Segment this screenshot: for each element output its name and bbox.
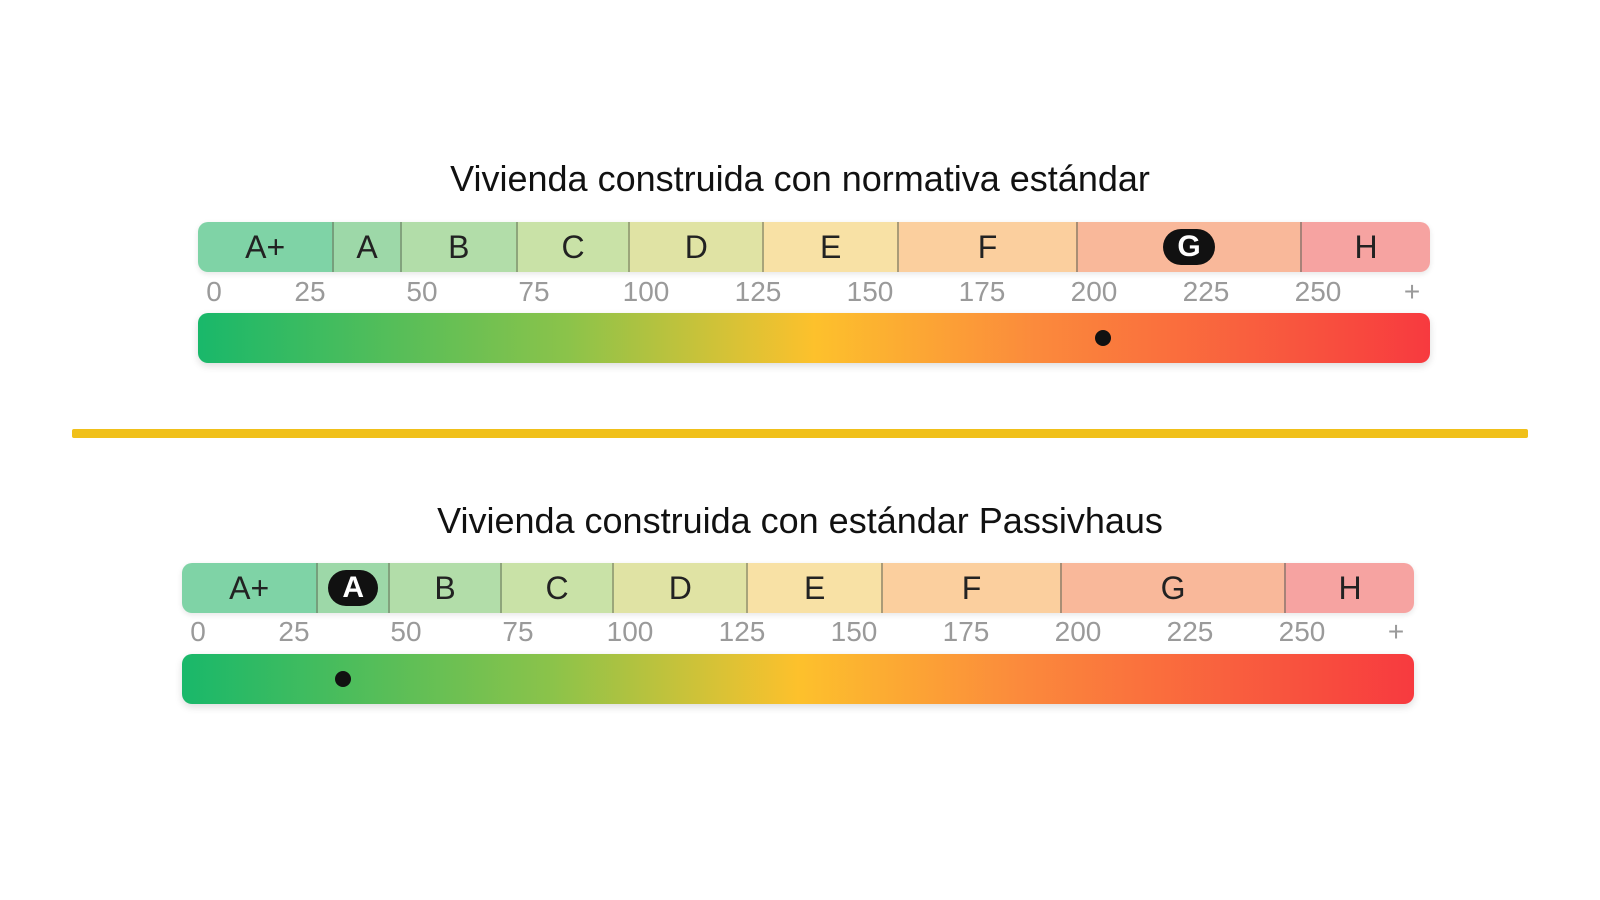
class-segment: F [896,222,1077,272]
tick-label: 250 [1278,616,1326,647]
tick-label: 100 [606,616,654,647]
class-label: A+ [229,569,270,606]
tick-row: 0 25 50 75 100 125 150 175 200 225 250 + [182,616,1414,652]
tick-label: 25 [294,276,326,307]
class-segment: A [332,222,400,272]
class-segment: B [399,222,517,272]
class-segment: F [880,563,1061,613]
class-segment: G [1060,563,1285,613]
tick-label: + [1387,616,1405,647]
tick-label: 75 [518,276,550,307]
class-label: G [1160,569,1186,606]
tick-label: 150 [830,616,878,647]
class-segment: E [746,563,881,613]
rating-panel-standard: Vivienda construida con normativa estánd… [0,0,1600,400]
class-segment: A+ [198,222,333,272]
rating-marker [335,671,352,687]
class-label: B [448,228,470,265]
class-segment: C [500,563,613,613]
class-segment: B [388,563,501,613]
class-label: D [684,228,708,265]
class-segment: E [762,222,897,272]
tick-row: 0 25 50 75 100 125 150 175 200 225 250 + [198,276,1430,312]
tick-label: 100 [622,276,670,307]
tick-label: + [1403,276,1421,307]
class-label: A [356,228,378,265]
class-label: E [803,569,826,606]
class-label: A [328,570,379,606]
class-bar: A+ A B C D E F G H [182,563,1414,613]
class-label: H [1354,228,1378,265]
gradient-scale [198,313,1430,363]
tick-label: 75 [502,616,534,647]
class-segment: H [1300,222,1430,272]
section-divider [72,429,1528,438]
tick-label: 150 [846,276,894,307]
class-segment: D [628,222,763,272]
class-label: H [1338,569,1362,606]
class-bar: A+ A B C D E F G H [198,222,1430,272]
class-label: B [434,569,456,606]
class-label: D [668,569,692,606]
tick-label: 200 [1070,276,1118,307]
class-segment: G [1076,222,1301,272]
class-segment: A+ [182,563,317,613]
tick-label: 175 [958,276,1006,307]
chart-title: Vivienda construida con normativa estánd… [450,158,1150,199]
tick-label: 0 [206,276,222,307]
rating-marker [1094,330,1111,346]
tick-label: 125 [734,276,782,307]
chart-title: Vivienda construida con estándar Passivh… [437,500,1163,541]
class-label: F [961,569,982,606]
class-segment: A [316,563,389,613]
tick-label: 125 [718,616,766,647]
tick-label: 225 [1182,276,1230,307]
tick-label: 250 [1294,276,1342,307]
class-label: E [819,228,842,265]
tick-label: 50 [406,276,438,307]
tick-label: 50 [390,616,422,647]
tick-label: 175 [942,616,990,647]
tick-label: 200 [1054,616,1102,647]
class-segment: C [516,222,629,272]
class-segment: H [1284,563,1414,613]
class-label: C [561,228,585,265]
class-label: C [545,569,569,606]
tick-label: 0 [190,616,206,647]
tick-label: 225 [1166,616,1214,647]
class-segment: D [612,563,747,613]
tick-label: 25 [278,616,310,647]
class-label: G [1163,229,1215,265]
gradient-scale [182,654,1414,704]
class-label: A+ [245,228,286,265]
class-label: F [977,228,998,265]
